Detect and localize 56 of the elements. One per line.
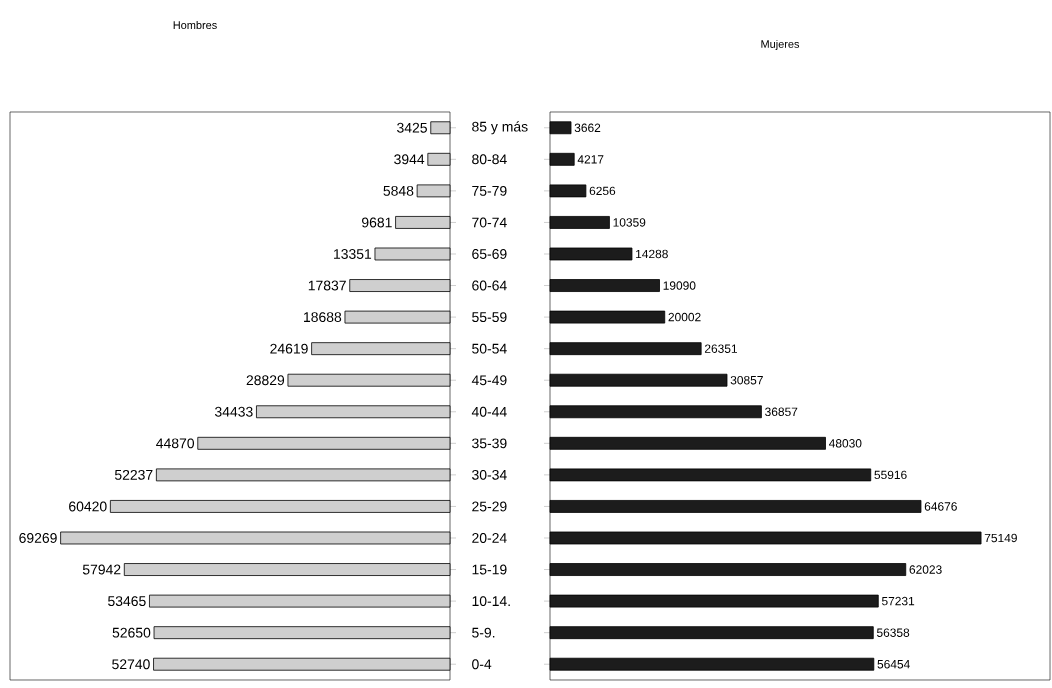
data-label: 9681: [362, 217, 392, 228]
y-tick-label: 15-19: [472, 564, 507, 575]
y-tick-label: 5-9.: [472, 627, 495, 638]
data-label: 24619: [270, 343, 308, 354]
data-label: 14288: [636, 249, 668, 259]
data-label: 17837: [308, 280, 346, 291]
data-label: 34433: [215, 406, 253, 417]
data-label: 52740: [112, 659, 150, 670]
data-label: 69269: [19, 533, 57, 543]
data-label: 57231: [881, 596, 915, 606]
y-tick-label: 30-34: [472, 469, 507, 480]
data-label: 10359: [613, 218, 646, 227]
data-label: 3944: [394, 154, 425, 165]
data-label: 64676: [924, 502, 957, 511]
y-tick-label: 85 y más: [472, 121, 528, 135]
y-tick-label: 35-39: [472, 438, 507, 449]
data-label: 19090: [663, 281, 696, 290]
data-label: 44870: [156, 438, 195, 449]
data-label: 20002: [668, 312, 701, 322]
data-label: 62023: [909, 565, 942, 574]
y-tick-label: 20-24: [472, 533, 507, 543]
y-tick-label: 45-49: [471, 375, 507, 386]
y-tick-label: 50-54: [472, 343, 507, 354]
y-tick-label: 0-4: [472, 659, 492, 670]
data-label: 5848: [383, 185, 414, 196]
data-label: 4217: [577, 155, 604, 164]
data-label: 56358: [876, 628, 910, 637]
y-tick-label: 40-44: [471, 406, 507, 417]
data-label: 36857: [765, 407, 798, 416]
data-label: 3425: [397, 122, 427, 133]
chart-title: Hombres: [173, 20, 217, 30]
y-tick-label: 65-69: [472, 249, 507, 259]
data-label: 57942: [82, 564, 121, 575]
data-label: 60420: [69, 501, 107, 512]
data-label: 55916: [874, 470, 907, 480]
y-tick-label: 60-64: [472, 280, 507, 291]
y-tick-label: 75-79: [472, 185, 507, 196]
y-tick-label: 70-74: [472, 217, 507, 228]
chart-title: Mujeres: [761, 39, 800, 51]
data-label: 18688: [304, 312, 342, 323]
data-label: 30857: [730, 375, 763, 385]
data-label: 3662: [574, 123, 601, 132]
data-label: 52650: [112, 627, 151, 638]
data-label: 48030: [828, 439, 862, 448]
y-tick-label: 25-29: [472, 501, 507, 512]
data-label: 52237: [114, 469, 153, 480]
data-label: 6256: [589, 186, 616, 196]
y-tick-label: 55-59: [472, 312, 507, 323]
y-tick-label: 80-84: [472, 154, 507, 165]
data-label: 28829: [246, 375, 285, 386]
y-tick-label: 10-14.: [472, 596, 510, 607]
data-label: 26351: [704, 344, 738, 353]
data-label: 53465: [108, 596, 146, 607]
data-label: 56454: [877, 659, 910, 669]
data-label: 75149: [984, 533, 1017, 543]
data-label: 13351: [334, 249, 372, 259]
